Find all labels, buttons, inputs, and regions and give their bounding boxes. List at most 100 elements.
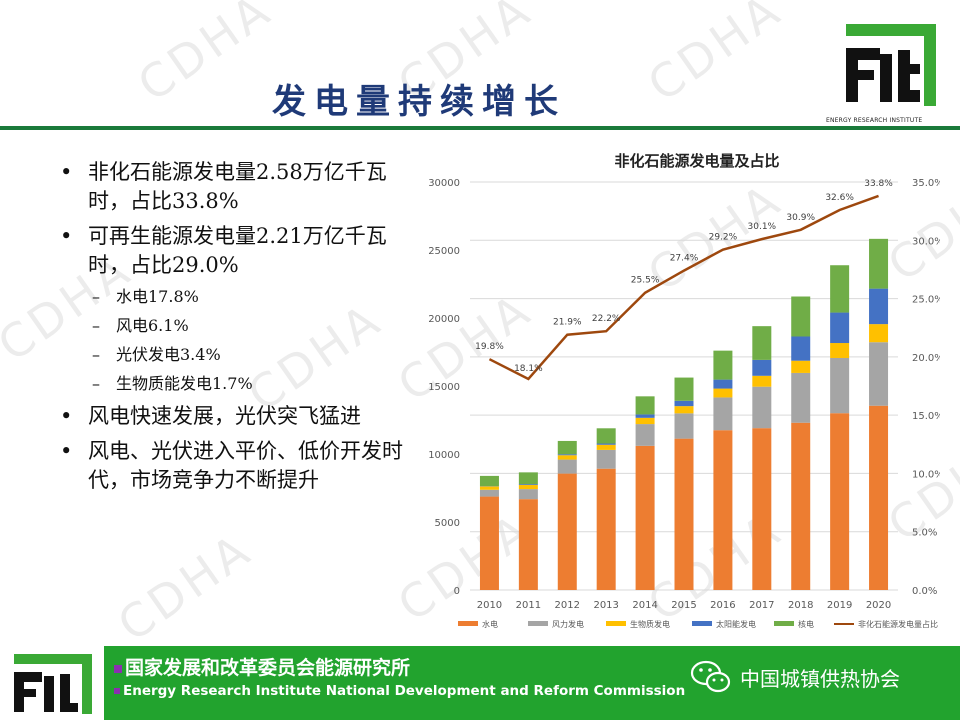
watermark: CDHA xyxy=(128,0,282,113)
bar-segment-风力发电 xyxy=(830,357,850,414)
bar-segment-生物质发电 xyxy=(596,444,616,450)
y2-tick-label: 20.0% xyxy=(912,353,940,364)
bar-segment-生物质发电 xyxy=(557,455,577,460)
footer-en-text: Energy Research Institute National Devel… xyxy=(123,683,686,699)
bar-segment-生物质发电 xyxy=(479,486,499,490)
bar-segment-水电 xyxy=(596,468,616,590)
bar-segment-风力发电 xyxy=(557,459,577,474)
legend-label: 水电 xyxy=(482,619,498,629)
share-data-label: 19.8% xyxy=(475,342,504,352)
share-line xyxy=(488,194,879,381)
x-tick-label: 2019 xyxy=(827,600,852,611)
legend-swatch xyxy=(528,621,548,626)
share-data-label: 18.1% xyxy=(514,364,543,374)
y2-tick-label: 5.0% xyxy=(912,528,937,539)
bar-segment-水电 xyxy=(791,422,811,590)
share-data-label: 30.9% xyxy=(786,213,815,223)
bar-segment-太阳能发电 xyxy=(830,312,850,344)
slide-title: 发电量持续增长 xyxy=(272,82,566,122)
bar-segment-风力发电 xyxy=(791,372,811,423)
footer-cn-name: 国家发展和改革委员会能源研究所 xyxy=(114,653,410,680)
legend-label: 生物质发电 xyxy=(630,619,670,629)
bar-segment-生物质发电 xyxy=(869,324,889,343)
bar-segment-太阳能发电 xyxy=(518,484,538,486)
bar-segment-核电 xyxy=(791,296,811,337)
watermark: CDHA xyxy=(108,521,262,653)
bar-segment-水电 xyxy=(830,413,850,590)
bar-segment-水电 xyxy=(635,445,655,590)
y2-tick-label: 30.0% xyxy=(912,236,940,247)
x-tick-label: 2020 xyxy=(866,600,891,611)
bar-segment-风力发电 xyxy=(713,397,733,431)
bar-segment-水电 xyxy=(518,499,538,590)
y2-tick-label: 0.0% xyxy=(912,586,937,597)
bar-segment-生物质发电 xyxy=(518,485,538,490)
footer-en-name: Energy Research Institute National Devel… xyxy=(114,683,685,699)
bar-segment-太阳能发电 xyxy=(752,359,772,376)
bar-segment-风力发电 xyxy=(635,424,655,446)
x-tick-label: 2012 xyxy=(555,600,580,611)
bar-segment-太阳能发电 xyxy=(713,379,733,389)
x-tick-label: 2017 xyxy=(749,600,774,611)
share-data-label: 27.4% xyxy=(670,254,699,264)
y2-tick-label: 15.0% xyxy=(912,411,940,422)
bullet-square-icon xyxy=(114,688,120,694)
y2-tick-label: 10.0% xyxy=(912,469,940,480)
legend-label: 太阳能发电 xyxy=(716,619,756,629)
bar-segment-生物质发电 xyxy=(674,406,694,414)
share-data-label: 25.5% xyxy=(631,276,660,286)
y2-tick-label: 25.0% xyxy=(912,295,940,306)
generation-chart: 非化石能源发电量及占比 0 5000 10000 15000 20000 25000 300… xyxy=(428,152,940,629)
eri-logo xyxy=(840,20,938,116)
bar-segment-核电 xyxy=(635,396,655,415)
footer-org-name: 中国城镇供热协会 xyxy=(740,667,900,691)
wechat-icon xyxy=(690,659,732,699)
bar-segment-风力发电 xyxy=(596,449,616,469)
y-tick-label: 20000 xyxy=(428,314,460,325)
share-data-label: 33.8% xyxy=(864,179,893,189)
title-underline xyxy=(0,126,960,130)
x-tick-label: 2016 xyxy=(710,600,735,611)
bar-segment-核电 xyxy=(830,265,850,313)
footer-eri-logo xyxy=(10,652,94,720)
bullet-square-icon xyxy=(114,664,122,673)
bar-segment-生物质发电 xyxy=(830,343,850,358)
bar-segment-太阳能发电 xyxy=(557,454,577,456)
bar-segment-风力发电 xyxy=(752,386,772,429)
legend-swatch xyxy=(692,621,712,626)
bullet-item: 风电快速发展，光伏突飞猛进 xyxy=(60,402,420,431)
bar-segment-核电 xyxy=(752,326,772,360)
x-tick-label: 2010 xyxy=(477,600,502,611)
bar-segment-核电 xyxy=(479,475,499,487)
bar-segment-水电 xyxy=(674,438,694,590)
bullet-item: 可再生能源发电量2.21万亿千瓦时，占比29.0% xyxy=(60,222,420,280)
share-data-label: 21.9% xyxy=(553,318,582,328)
bar-segment-水电 xyxy=(752,428,772,590)
bar-segment-生物质发电 xyxy=(635,417,655,425)
logo-subtitle: ENERGY RESEARCH INSTITUTE xyxy=(826,117,923,124)
bar-segment-风力发电 xyxy=(479,489,499,497)
bar-segment-风力发电 xyxy=(518,489,538,500)
bar-segment-风力发电 xyxy=(674,413,694,439)
sub-bullet-item: 风电6.1% xyxy=(60,315,420,337)
x-tick-label: 2011 xyxy=(516,600,541,611)
chart-title: 非化石能源发电量及占比 xyxy=(614,152,779,170)
x-tick-label: 2015 xyxy=(671,600,696,611)
bar-segment-风力发电 xyxy=(869,342,889,406)
x-tick-label: 2014 xyxy=(632,600,657,611)
legend-label: 核电 xyxy=(798,619,814,629)
bar-segment-太阳能发电 xyxy=(635,414,655,418)
footer-bar xyxy=(0,646,960,720)
bar-segment-生物质发电 xyxy=(791,360,811,373)
bar-segment-核电 xyxy=(596,428,616,444)
y-tick-label: 0 xyxy=(454,586,460,597)
bullet-item: 非化石能源发电量2.58万亿千瓦时，占比33.8% xyxy=(60,158,420,216)
x-tick-label: 2013 xyxy=(593,600,618,611)
y-tick-label: 5000 xyxy=(435,518,460,529)
bar-segment-太阳能发电 xyxy=(674,400,694,407)
sub-bullet-item: 光伏发电3.4% xyxy=(60,344,420,366)
bar-segment-核电 xyxy=(869,238,889,289)
share-data-label: 32.6% xyxy=(825,193,854,203)
legend-label: 非化石能源发电量占比 xyxy=(858,619,938,629)
y-tick-label: 30000 xyxy=(428,178,460,189)
